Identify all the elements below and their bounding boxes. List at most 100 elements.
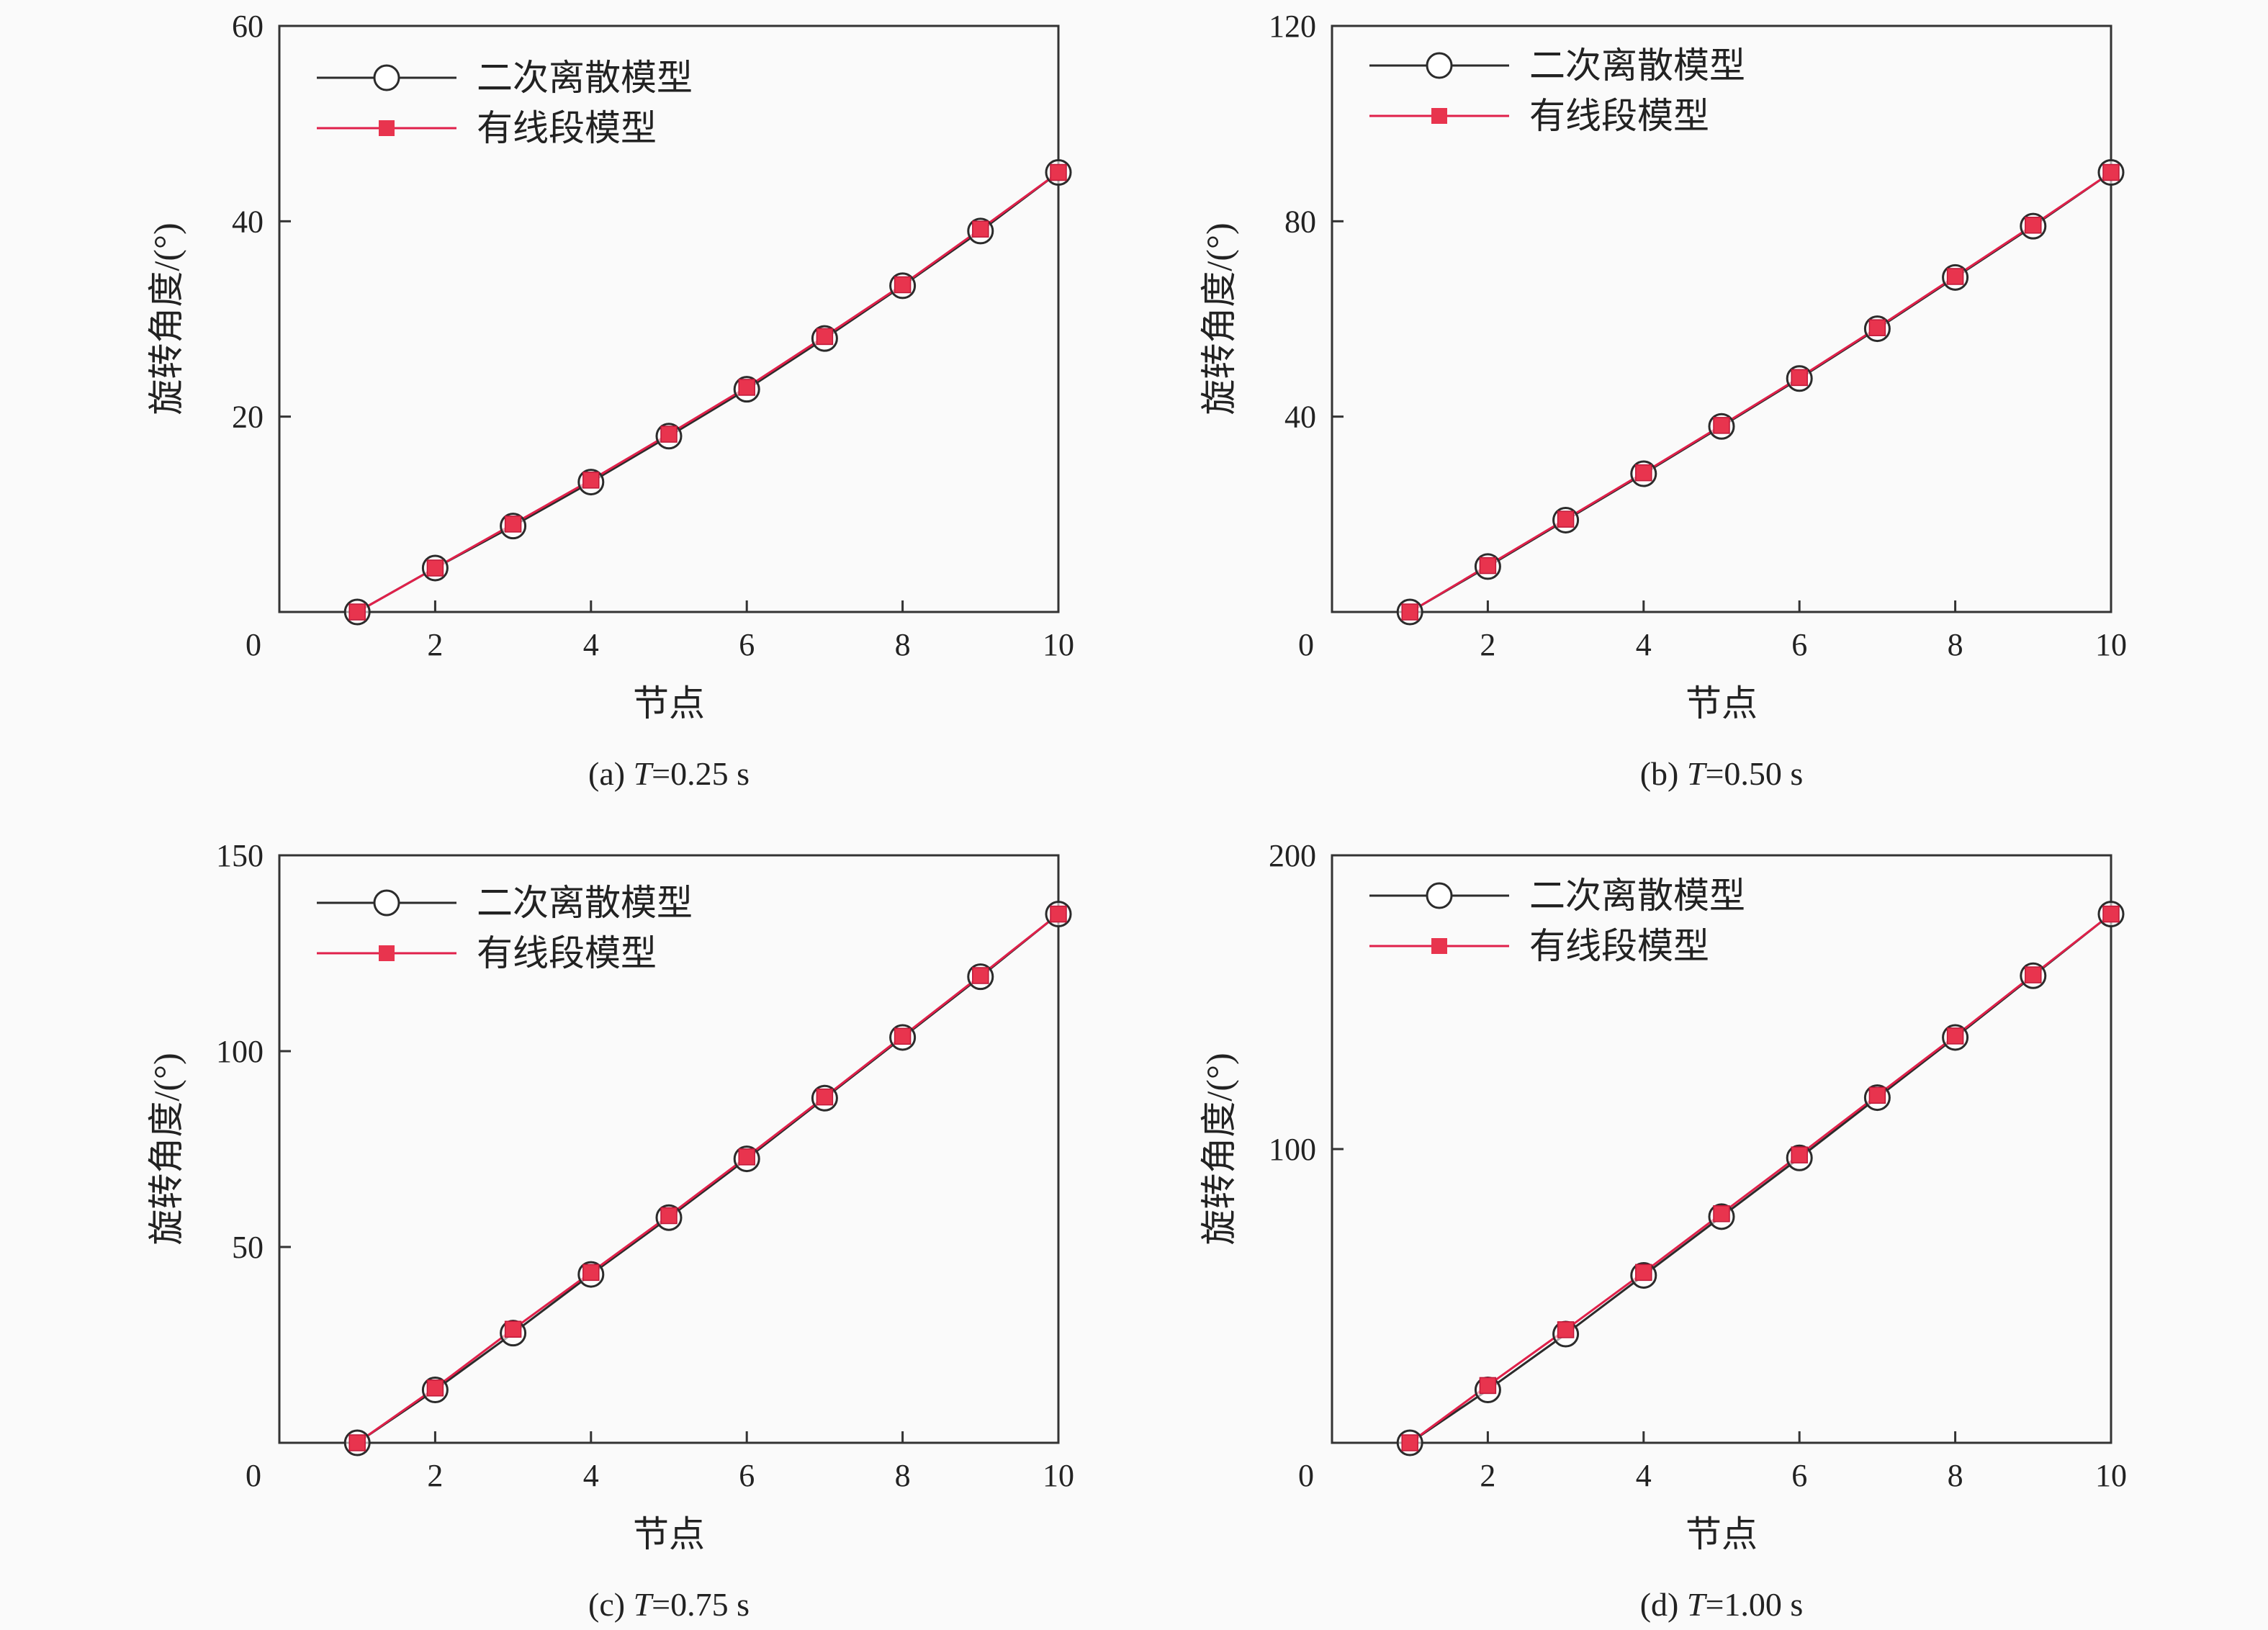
y-axis-label: 旋转角度/(°) bbox=[146, 222, 186, 415]
point-finite-segment bbox=[1713, 1205, 1730, 1222]
chart-panel-1: 0 2 4 6 8 10 20 40 60 节点 旋转角度/(°) (a) T=0.25 s 二次离散模… bbox=[146, 9, 1074, 792]
y-tick-label: 40 bbox=[1284, 400, 1316, 435]
point-finite-segment bbox=[504, 1320, 522, 1338]
caption-suffix: =0.25 s bbox=[652, 755, 750, 792]
point-finite-segment bbox=[816, 328, 834, 346]
legend-marker-filled-square bbox=[379, 120, 395, 136]
axes-frame bbox=[278, 24, 1060, 613]
legend-marker-open-circle bbox=[373, 889, 400, 917]
y-tick-label: 40 bbox=[232, 204, 264, 239]
y-tick-label: 120 bbox=[1269, 9, 1316, 44]
point-finite-segment bbox=[738, 1148, 755, 1166]
series-line-finite-segment bbox=[356, 913, 1059, 1444]
x-tick-label: 0 bbox=[246, 1458, 261, 1493]
x-tick-label: 8 bbox=[895, 1458, 911, 1493]
point-finite-segment bbox=[2025, 966, 2042, 983]
x-axis-label: 节点 bbox=[1686, 1514, 1758, 1554]
panel-caption: (b) T=0.50 s bbox=[1640, 755, 1804, 792]
x-tick-label: 8 bbox=[1948, 627, 1963, 662]
x-tick-label: 4 bbox=[583, 1458, 599, 1493]
point-finite-segment bbox=[1479, 557, 1497, 575]
x-tick-label: 6 bbox=[1791, 627, 1807, 662]
point-finite-segment bbox=[1479, 1377, 1497, 1395]
y-axis-label: 旋转角度/(°) bbox=[146, 1053, 186, 1245]
caption-variable: T bbox=[634, 1586, 654, 1623]
caption-variable: T bbox=[634, 755, 654, 792]
point-finite-segment bbox=[426, 1379, 444, 1397]
point-finite-segment bbox=[2102, 163, 2120, 181]
caption-prefix: (b) bbox=[1640, 755, 1687, 792]
x-axis-label: 节点 bbox=[1686, 683, 1758, 724]
x-tick-label: 8 bbox=[895, 627, 911, 662]
legend-marker-open-circle bbox=[1426, 882, 1453, 909]
y-tick-label: 80 bbox=[1284, 204, 1316, 239]
legend-marker-filled-square bbox=[1431, 938, 1447, 954]
point-finite-segment bbox=[348, 603, 366, 621]
caption-prefix: (a) bbox=[588, 755, 634, 792]
y-tick-label: 100 bbox=[216, 1034, 264, 1069]
point-finite-segment bbox=[1791, 369, 1808, 387]
x-tick-label: 6 bbox=[739, 627, 755, 662]
axes-frame bbox=[278, 854, 1060, 1444]
legend-marker-filled-square bbox=[1431, 108, 1447, 124]
point-finite-segment bbox=[504, 515, 522, 533]
legend-label-quadratic-discrete: 二次离散模型 bbox=[477, 883, 693, 923]
point-finite-segment bbox=[2102, 905, 2120, 923]
point-finite-segment bbox=[1868, 319, 1886, 336]
legend-label-quadratic-discrete: 二次离散模型 bbox=[1529, 45, 1745, 86]
y-tick-label: 150 bbox=[216, 838, 264, 873]
point-finite-segment bbox=[972, 220, 989, 238]
panel-caption: (a) T=0.25 s bbox=[588, 755, 750, 792]
point-finite-segment bbox=[660, 425, 678, 443]
chart-panel-2: 0 2 4 6 8 10 40 80 120 节点 旋转角度/(°) (b) T=0.50 s 二次离散… bbox=[1199, 9, 2127, 792]
x-tick-label: 2 bbox=[427, 1458, 443, 1493]
axes-frame bbox=[1331, 24, 2112, 613]
y-axis-label: 旋转角度/(°) bbox=[1199, 222, 1239, 415]
x-tick-label: 10 bbox=[1043, 1458, 1074, 1493]
point-finite-segment bbox=[894, 1027, 912, 1045]
x-tick-label: 4 bbox=[1636, 627, 1652, 662]
x-tick-label: 2 bbox=[427, 627, 443, 662]
point-finite-segment bbox=[894, 276, 912, 294]
point-finite-segment bbox=[1050, 163, 1067, 181]
legend-label-finite-segment: 有线段模型 bbox=[1529, 926, 1709, 966]
legend-label-quadratic-discrete: 二次离散模型 bbox=[1529, 875, 1745, 916]
caption-variable: T bbox=[1687, 755, 1708, 792]
y-tick-label: 100 bbox=[1269, 1132, 1316, 1167]
legend-marker-open-circle bbox=[1426, 52, 1453, 79]
series-line-finite-segment bbox=[1409, 171, 2112, 613]
x-axis-label: 节点 bbox=[633, 1514, 705, 1554]
legend-label-finite-segment: 有线段模型 bbox=[477, 933, 657, 973]
x-tick-label: 8 bbox=[1948, 1458, 1963, 1493]
chart-panel-4: 0 2 4 6 8 10 100 200 节点 旋转角度/(°) (d) T=1.00 s 二次离散模… bbox=[1199, 838, 2127, 1623]
point-finite-segment bbox=[1557, 510, 1575, 528]
point-finite-segment bbox=[1713, 417, 1730, 434]
x-tick-label: 10 bbox=[2095, 1458, 2127, 1493]
legend-marker-open-circle bbox=[373, 64, 400, 91]
y-tick-label: 20 bbox=[232, 400, 264, 435]
caption-prefix: (d) bbox=[1640, 1586, 1687, 1623]
point-finite-segment bbox=[738, 379, 755, 396]
x-tick-label: 6 bbox=[1791, 1458, 1807, 1493]
x-tick-label: 2 bbox=[1480, 1458, 1495, 1493]
panel-caption: (d) T=1.00 s bbox=[1640, 1586, 1804, 1623]
x-tick-label: 4 bbox=[583, 627, 599, 662]
panel-caption: (c) T=0.75 s bbox=[588, 1586, 750, 1623]
point-finite-segment bbox=[348, 1434, 366, 1451]
caption-suffix: =1.00 s bbox=[1705, 1586, 1803, 1623]
x-tick-label: 4 bbox=[1636, 1458, 1652, 1493]
x-tick-label: 2 bbox=[1480, 627, 1495, 662]
point-finite-segment bbox=[582, 472, 600, 489]
point-finite-segment bbox=[1557, 1321, 1575, 1338]
point-finite-segment bbox=[426, 559, 444, 577]
y-tick-label: 50 bbox=[232, 1230, 264, 1265]
series-line-finite-segment bbox=[1409, 913, 2112, 1444]
chart-panel-3: 0 2 4 6 8 10 50 100 150 节点 旋转角度/(°) (c) T=0.75 s 二次离… bbox=[146, 838, 1074, 1623]
point-finite-segment bbox=[1946, 1027, 1964, 1045]
point-finite-segment bbox=[972, 967, 989, 984]
series-line-finite-segment bbox=[356, 171, 1059, 613]
y-tick-label: 60 bbox=[232, 9, 264, 44]
x-axis-label: 节点 bbox=[633, 683, 705, 724]
